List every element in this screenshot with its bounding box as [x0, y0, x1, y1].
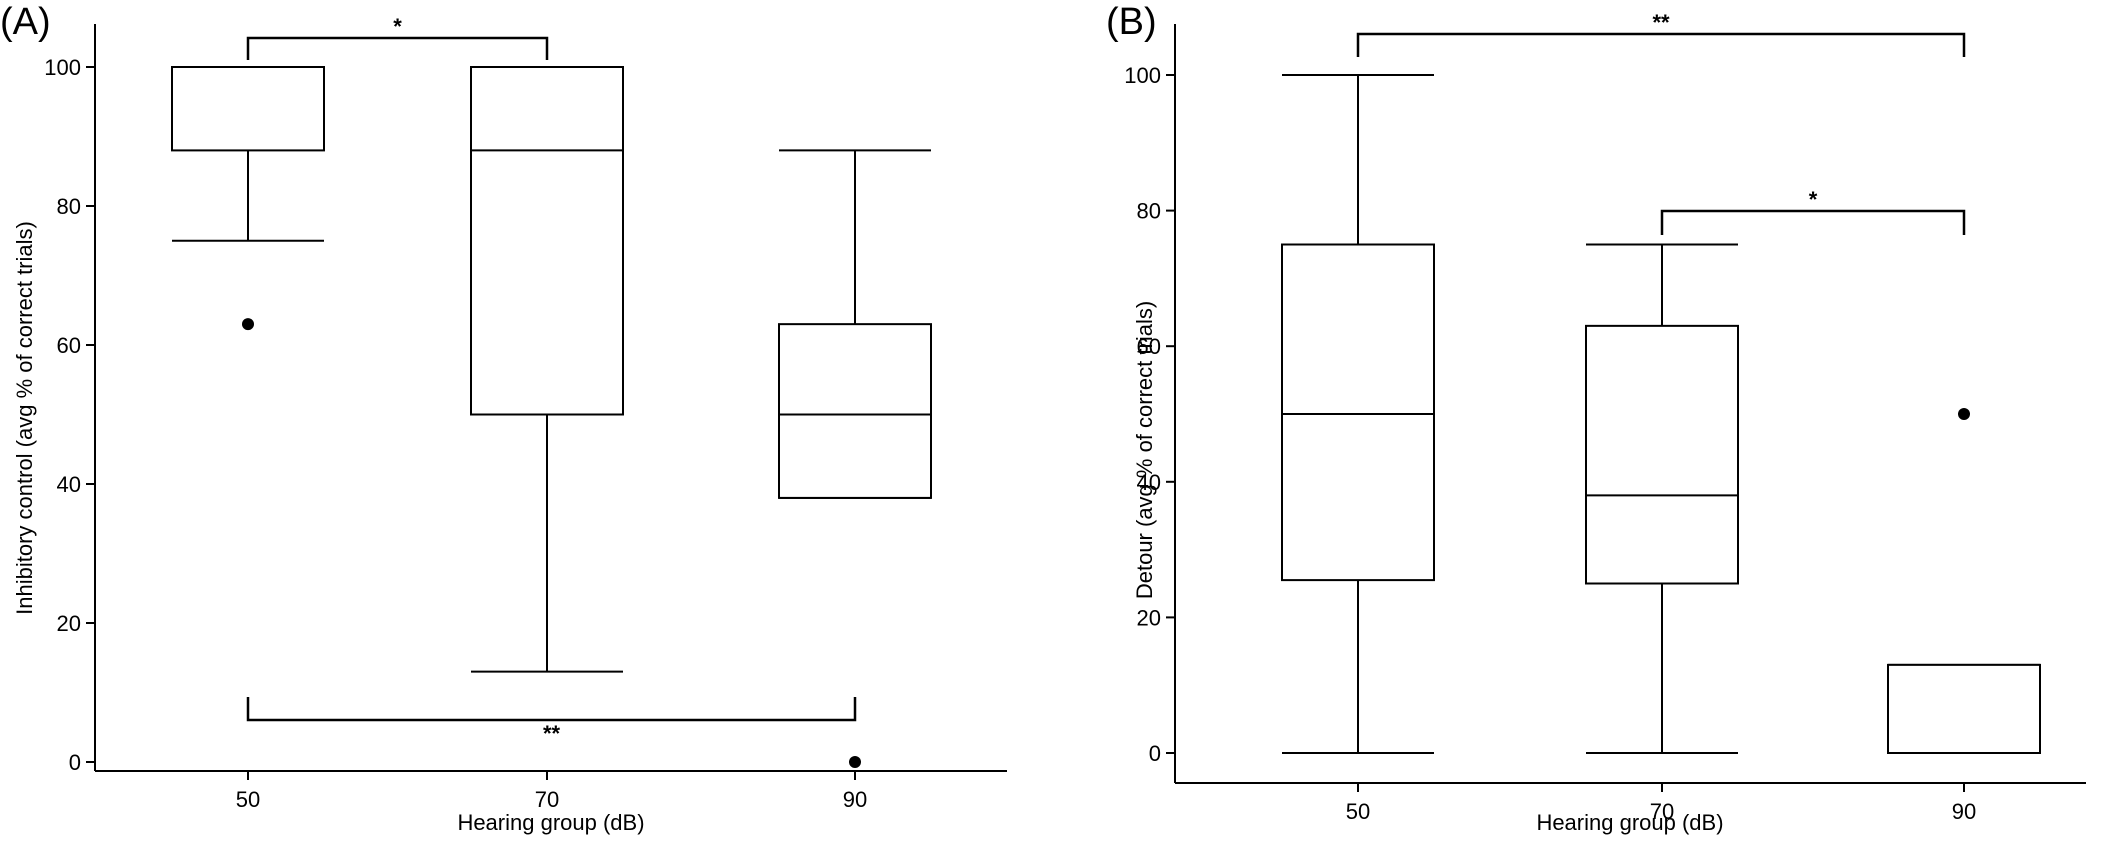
panel-a-y-tick-label: 40	[57, 472, 81, 497]
panel-b-y-tick-label: 80	[1137, 199, 1161, 224]
panel-a-x-tick-label: 70	[535, 787, 559, 812]
outlier-point	[849, 756, 861, 768]
panel-b-x-ticks: 50 70 90	[1346, 783, 1976, 824]
panel-a-label: (A)	[0, 1, 51, 43]
panel-a-y-axis-title: Inhibitory control (avg % of correct tri…	[12, 221, 37, 615]
panel-a-significance-bracket: **	[246, 697, 857, 746]
panel-a-x-tick-label: 90	[843, 787, 867, 812]
panel-b-y-tick-label: 60	[1137, 334, 1161, 359]
panel-b-label: (B)	[1106, 1, 1157, 43]
panel-a-y-tick-label: 0	[69, 750, 81, 775]
panel-a-x-axis-title: Hearing group (dB)	[457, 810, 644, 835]
bracket-line	[246, 697, 857, 722]
panel-b-axes	[1174, 24, 2086, 784]
iqr-box	[1281, 243, 1435, 582]
panel-a-y-tick-label: 100	[44, 55, 81, 80]
significance-label: **	[543, 721, 561, 746]
significance-label: **	[1652, 10, 1670, 35]
panel-b-x-tick-label: 90	[1952, 799, 1976, 824]
iqr-box	[1585, 324, 1739, 585]
bracket-line	[1356, 32, 1966, 57]
outlier-point	[242, 318, 254, 331]
panel-b-y-tick-label: 0	[1149, 741, 1161, 766]
panel-a-y-tick-label: 80	[57, 194, 81, 219]
significance-label: *	[393, 14, 402, 39]
panel-b-x-tick-label: 70	[1650, 799, 1674, 824]
panel-a-x-ticks: 50 70 90	[236, 771, 867, 812]
panel-b-significance: ***	[1356, 10, 1966, 235]
panel-b-y-tick-label: 20	[1137, 605, 1161, 630]
iqr-box	[470, 66, 624, 416]
bracket-line	[246, 36, 549, 60]
panel-b-significance-bracket: **	[1356, 10, 1966, 57]
panel-b-box-70	[1585, 243, 1739, 754]
panel-b-y-ticks: 0 20 40 60 80 100	[1124, 63, 1175, 766]
panel-a-x-tick-label: 50	[236, 787, 260, 812]
significance-label: *	[1809, 187, 1818, 212]
panel-b-y-tick-label: 40	[1137, 470, 1161, 495]
panel-a-box-70	[470, 66, 624, 673]
outlier-point	[1958, 408, 1970, 420]
panel-b-x-axis-title: Hearing group (dB)	[1536, 810, 1723, 835]
iqr-box	[171, 66, 325, 152]
panel-a-boxes	[171, 66, 932, 768]
panel-b-significance-bracket: *	[1660, 187, 1966, 235]
panel-b-y-axis-title: Detour (avg % of correct trials)	[1132, 301, 1157, 599]
panel-a-y-tick-label: 20	[57, 611, 81, 636]
iqr-box	[778, 323, 932, 499]
panel-b-boxes	[1281, 74, 2041, 754]
bracket-line	[1660, 209, 1966, 235]
panel-a-significance-bracket: *	[246, 14, 549, 60]
panel-b-x-tick-label: 50	[1346, 799, 1370, 824]
panel-b-y-tick-label: 100	[1124, 63, 1161, 88]
panel-b-box-50	[1281, 74, 1435, 754]
panel-b-box-90	[1887, 408, 2041, 754]
panel-a-box-50	[171, 66, 325, 331]
panel-a-significance: ***	[246, 14, 857, 746]
panel-a-box-90	[778, 149, 932, 768]
panel-a-y-tick-label: 60	[57, 333, 81, 358]
iqr-box	[1887, 663, 2041, 754]
panel-a-y-ticks: 0 20 40 60 80 100	[44, 55, 95, 775]
